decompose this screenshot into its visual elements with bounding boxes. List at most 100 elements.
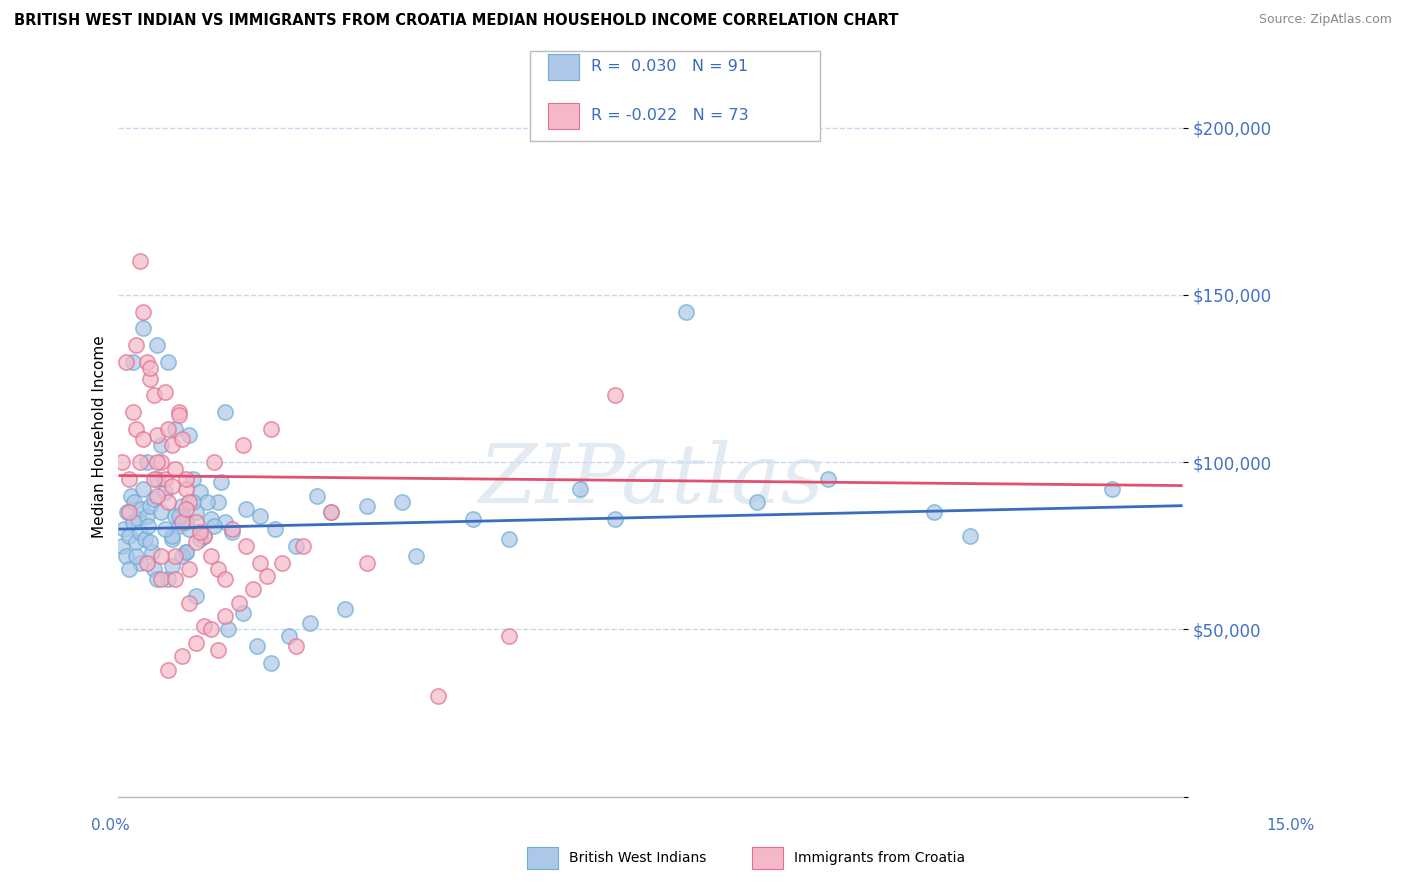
Point <box>195 495 218 509</box>
Point <box>498 532 520 546</box>
Point <box>235 539 257 553</box>
Point <box>356 499 378 513</box>
Point <box>160 558 183 573</box>
Point <box>246 639 269 653</box>
Point <box>179 428 201 442</box>
Text: Immigrants from Croatia: Immigrants from Croatia <box>794 851 966 865</box>
Point <box>188 525 211 540</box>
Point <box>186 636 208 650</box>
Point <box>209 475 232 490</box>
Point <box>135 455 157 469</box>
Point <box>232 606 254 620</box>
Point <box>263 522 285 536</box>
Point <box>200 549 222 563</box>
Text: Source: ZipAtlas.com: Source: ZipAtlas.com <box>1258 13 1392 27</box>
Point <box>150 572 173 586</box>
Point <box>129 502 152 516</box>
Point <box>135 508 157 523</box>
Point <box>142 491 165 506</box>
Point <box>260 422 283 436</box>
Point <box>134 532 156 546</box>
Point <box>188 485 211 500</box>
Point <box>128 254 150 268</box>
Point <box>111 539 134 553</box>
Point <box>132 304 155 318</box>
Point <box>128 525 150 540</box>
Text: 15.0%: 15.0% <box>1267 818 1315 832</box>
Point <box>256 569 278 583</box>
Point <box>181 472 204 486</box>
Point <box>153 485 176 500</box>
Point <box>135 556 157 570</box>
Point <box>207 562 229 576</box>
Text: British West Indians: British West Indians <box>569 851 707 865</box>
Point <box>153 522 176 536</box>
Point <box>150 438 173 452</box>
Point <box>136 518 159 533</box>
Point <box>127 512 149 526</box>
Point <box>157 355 180 369</box>
Point <box>157 663 180 677</box>
Point <box>179 562 201 576</box>
Y-axis label: Median Household Income: Median Household Income <box>93 335 107 539</box>
Point <box>165 549 187 563</box>
Point <box>115 505 138 519</box>
Point <box>153 472 176 486</box>
Point <box>160 478 183 492</box>
Point <box>121 355 143 369</box>
Point <box>214 516 236 530</box>
Point <box>167 405 190 419</box>
Point <box>160 438 183 452</box>
Point <box>235 502 257 516</box>
Point <box>146 572 169 586</box>
Point <box>260 656 283 670</box>
Text: ZIPatlas: ZIPatlas <box>478 441 824 520</box>
Point <box>202 518 225 533</box>
Point <box>150 505 173 519</box>
Point <box>165 572 187 586</box>
Point <box>181 495 204 509</box>
Point <box>132 432 155 446</box>
Point <box>249 556 271 570</box>
Point <box>174 482 197 496</box>
Point <box>157 572 180 586</box>
Point <box>121 405 143 419</box>
Point <box>186 505 208 519</box>
Point <box>135 355 157 369</box>
Point <box>172 516 194 530</box>
Point <box>146 338 169 352</box>
Point <box>179 596 201 610</box>
Point <box>214 609 236 624</box>
Point <box>405 549 427 563</box>
Point <box>153 384 176 399</box>
Point <box>603 388 626 402</box>
Point <box>228 596 250 610</box>
Point <box>160 532 183 546</box>
Point <box>242 582 264 597</box>
Point <box>186 589 208 603</box>
Point <box>200 512 222 526</box>
Point <box>157 422 180 436</box>
Point <box>120 489 142 503</box>
Point <box>146 489 169 503</box>
Point <box>139 535 162 549</box>
Text: R =  0.030   N = 91: R = 0.030 N = 91 <box>591 60 748 74</box>
Point <box>221 522 243 536</box>
Point <box>172 549 194 563</box>
Point <box>188 532 211 546</box>
Point <box>167 518 190 533</box>
Point <box>193 529 215 543</box>
Point <box>426 690 449 704</box>
Point <box>391 495 413 509</box>
Point <box>111 455 134 469</box>
Point <box>142 562 165 576</box>
Point <box>146 455 169 469</box>
Point <box>150 549 173 563</box>
Point <box>118 562 141 576</box>
Point <box>321 505 343 519</box>
Point <box>463 512 485 526</box>
Point <box>118 529 141 543</box>
Point <box>142 472 165 486</box>
Point <box>128 556 150 570</box>
Point <box>128 455 150 469</box>
